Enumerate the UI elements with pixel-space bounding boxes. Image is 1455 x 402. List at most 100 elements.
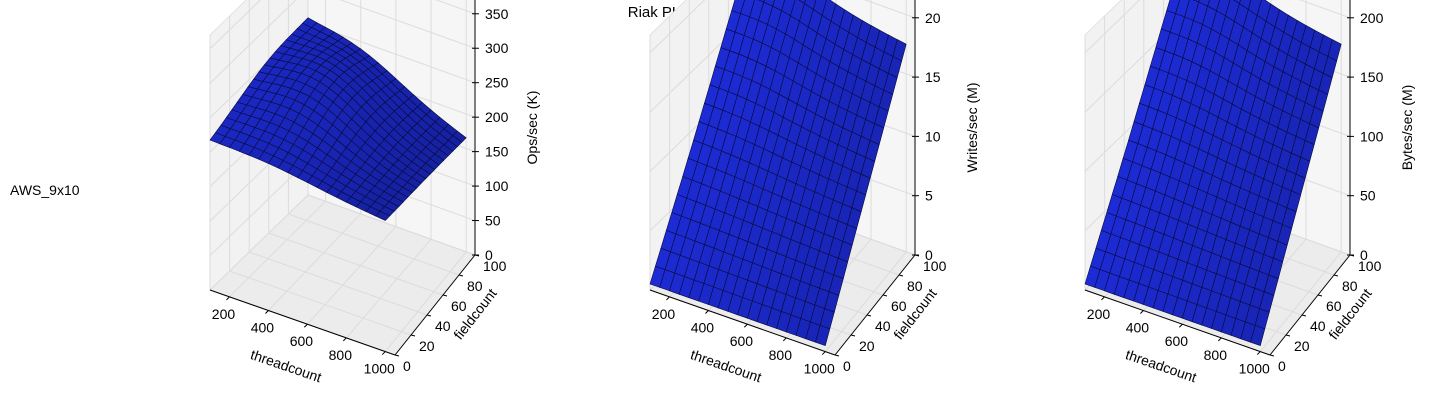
z-tick-label: 20 (925, 10, 941, 26)
y-tick-label: 100 (1358, 258, 1382, 274)
grid-line-x (384, 251, 467, 352)
y-tick-label: 0 (1278, 358, 1286, 374)
x-tick (705, 310, 709, 314)
x-tick-label: 400 (251, 320, 275, 336)
y-tick-label: 60 (891, 298, 907, 314)
x-tick (1217, 337, 1222, 342)
y-tick-label: 80 (907, 278, 923, 294)
z-tick-label: 250 (485, 75, 509, 91)
x-tick (821, 351, 826, 355)
x-tick (342, 337, 347, 342)
grid-line-y (249, 251, 428, 316)
x-tick (1140, 310, 1144, 314)
z-tick-label: 0 (925, 247, 933, 263)
z-axis-label: Ops/sec (K) (524, 91, 540, 165)
y-axis-line (834, 254, 916, 356)
z-tick-label: 0 (1360, 247, 1368, 263)
y-tick (442, 294, 448, 297)
grid-line-x (268, 213, 362, 311)
y-tick (1301, 314, 1307, 317)
x-axis-label: threadcount (1124, 346, 1199, 385)
x-tick-label: 1000 (804, 361, 835, 377)
y-tick-label: 60 (1326, 298, 1342, 314)
surface-cell (1250, 325, 1266, 346)
grid-line-z (209, 160, 309, 256)
grid-line-z (649, 0, 706, 54)
grid-line-y (288, 213, 460, 276)
surface (649, 0, 907, 346)
z-tick-label: 350 (485, 6, 509, 22)
z-tick-label: 200 (1360, 10, 1384, 26)
y-axis-line (1269, 254, 1351, 356)
z-tick-label: 150 (1360, 69, 1384, 85)
y-axis-line (394, 254, 476, 356)
grid-line-x (1259, 251, 1342, 352)
x-tick-label: 200 (1087, 306, 1111, 322)
y-tick (410, 334, 416, 337)
grid-line-z (1299, 0, 1351, 19)
grid-line-z (864, 0, 916, 19)
surface-cell (374, 210, 391, 221)
z-tick-label: 150 (485, 144, 509, 160)
y-tick-label: 0 (403, 358, 411, 374)
x-tick (226, 296, 230, 301)
grid-line-z (307, 194, 476, 256)
row-label: AWS_9x10 (10, 182, 80, 198)
grid-line-y (268, 232, 444, 296)
y-tick (1285, 334, 1291, 337)
x-tick (381, 351, 386, 355)
surface (209, 17, 467, 221)
x-tick (304, 323, 308, 328)
x-tick-label: 800 (1204, 347, 1228, 363)
z-axis-label: Bytes/sec (M) (1399, 85, 1415, 171)
x-tick-label: 600 (290, 333, 314, 349)
z-axis-label: Writes/sec (M) (964, 83, 980, 173)
x-tick-label: 800 (769, 347, 793, 363)
y-tick-label: 40 (1310, 318, 1326, 334)
z-tick-label: 15 (925, 69, 941, 85)
x-tick (265, 310, 269, 314)
grid-line-z (435, 0, 476, 15)
y-tick-label: 100 (923, 258, 947, 274)
x-tick-label: 1000 (1239, 361, 1270, 377)
y-tick (866, 314, 872, 317)
x-axis-line (1084, 289, 1271, 356)
x-tick-label: 800 (329, 347, 353, 363)
x-axis-line (209, 289, 396, 356)
y-tick-label: 40 (875, 318, 891, 334)
y-tick (834, 354, 840, 357)
y-tick-label: 20 (859, 338, 875, 354)
z-tick-label: 50 (485, 213, 501, 229)
x-tick-label: 600 (1165, 333, 1189, 349)
y-tick-label: 80 (467, 278, 483, 294)
x-tick (666, 296, 670, 301)
z-tick-label: 10 (925, 128, 941, 144)
grid-line-x (229, 200, 326, 298)
y-tick-label: 100 (483, 258, 507, 274)
y-tick (1317, 294, 1323, 297)
y-tick-label: 20 (1294, 338, 1310, 354)
grid-line-x (345, 238, 432, 339)
x-tick-label: 400 (691, 320, 715, 336)
grid-line-z (209, 0, 262, 50)
grid-line-z (209, 194, 309, 291)
y-tick-label: 40 (435, 318, 451, 334)
grid-line-z (1084, 0, 1141, 54)
x-tick-label: 200 (652, 306, 676, 322)
y-tick-label: 80 (1342, 278, 1358, 294)
axes (1084, 0, 1351, 356)
grid-line-z (339, 0, 476, 49)
z-tick-label: 50 (1360, 188, 1376, 204)
x-tick-label: 600 (730, 333, 754, 349)
y-tick (898, 274, 904, 277)
y-tick (850, 334, 856, 337)
y-tick-label: 20 (419, 338, 435, 354)
y-tick (426, 314, 432, 317)
grid-line-x (306, 226, 397, 325)
surface (1084, 0, 1342, 346)
x-tick (744, 323, 748, 328)
y-tick (1269, 354, 1275, 357)
